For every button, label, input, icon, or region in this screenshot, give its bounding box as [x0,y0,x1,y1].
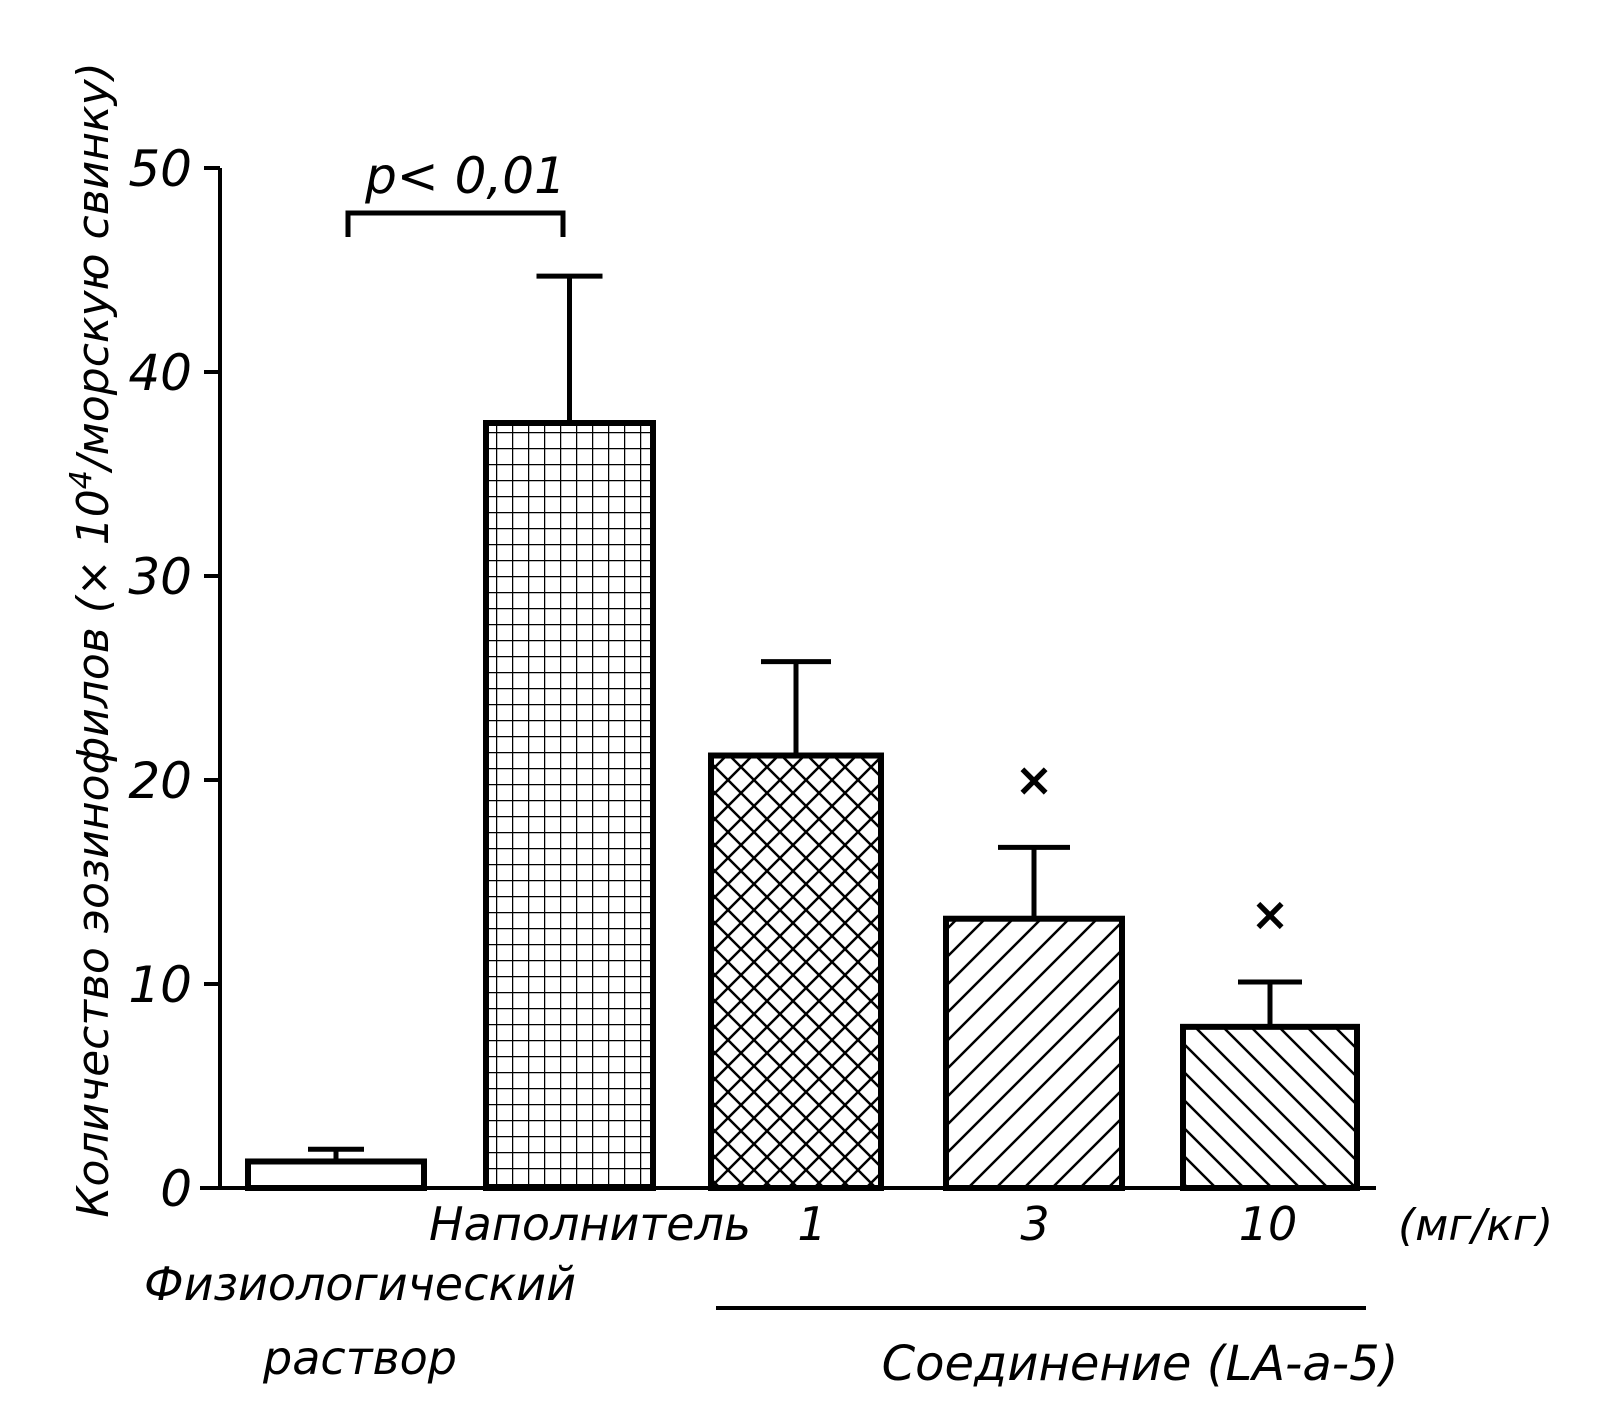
bar [248,1161,424,1188]
category-label: 1 [797,1197,826,1251]
category-label: 10 [1239,1197,1298,1251]
bar [1183,1027,1357,1188]
significance-bracket-line [348,213,563,237]
y-tick-label: 10 [128,956,192,1014]
group-label: Соединение (LA-a-5) [882,1336,1399,1392]
significance-mark: × [1251,887,1290,941]
y-ticks: 0 10 20 30 40 50 [128,140,220,1218]
unit-label: (мг/кг) [1398,1200,1553,1251]
y-tick-label: 50 [128,140,192,198]
bar [711,756,881,1188]
bars [248,423,1357,1188]
error-bar [998,847,1070,918]
bar [946,919,1122,1188]
p-value-label: p< 0,01 [364,147,566,205]
y-axis-label-tail: /морскую свинку) [68,62,119,474]
y-tick-label: 20 [128,752,192,810]
category-label: 3 [1020,1197,1049,1251]
bar [486,423,653,1188]
category-label: Физиологический [144,1257,576,1311]
error-bar [761,662,831,756]
significance-mark: × [1015,752,1054,806]
error-bar [537,276,603,423]
y-tick-label: 0 [160,1160,192,1218]
error-bar [1238,982,1302,1027]
y-tick-label: 30 [128,548,192,606]
category-label: раствор [262,1331,457,1385]
y-axis-label-main: Количество эозинофилов (× 10 [68,489,119,1218]
y-tick-label: 40 [128,344,192,402]
y-axis-label-superscript: 4 [64,470,99,489]
category-label: Наполнитель [429,1197,751,1251]
y-axis-label: Количество эозинофилов (× 104/морскую св… [64,62,120,1218]
significance-bracket: p< 0,01 [348,147,566,237]
